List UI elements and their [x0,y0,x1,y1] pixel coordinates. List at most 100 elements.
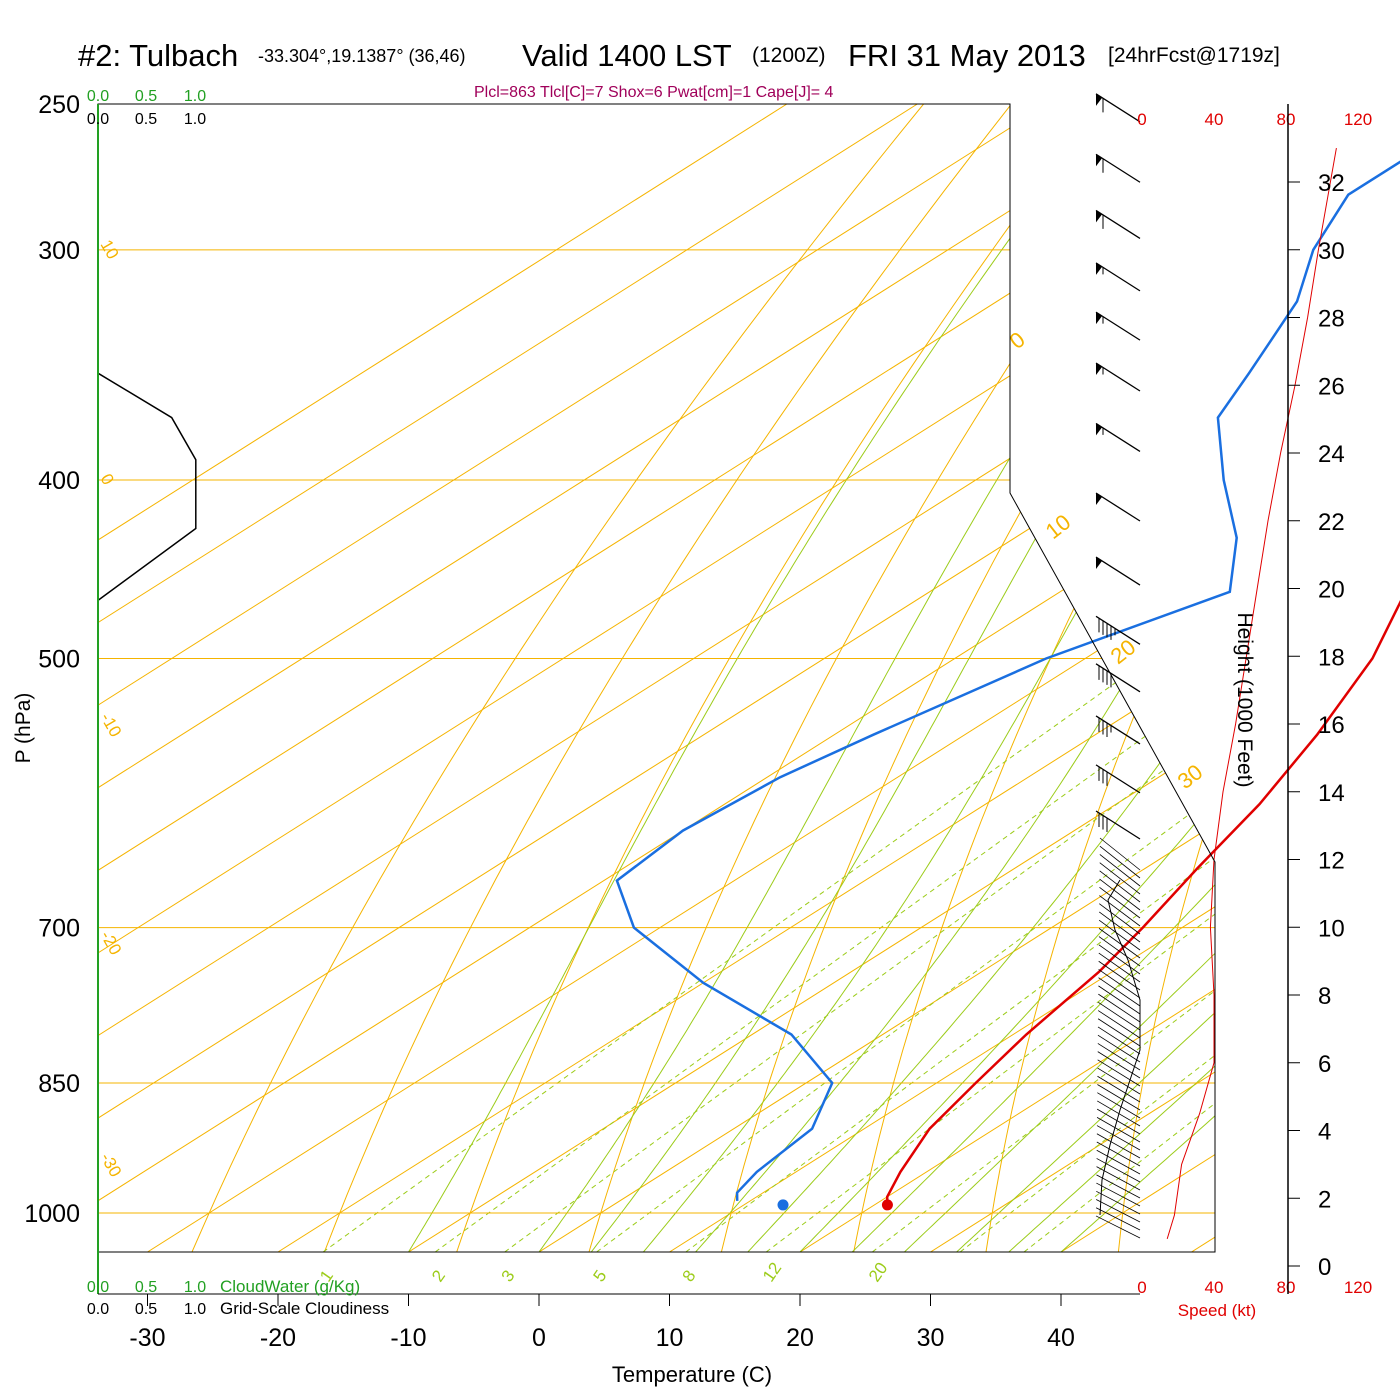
cloudiness-top-tick: 1.0 [184,111,206,128]
cloudiness-top-tick: 0.0 [87,111,109,128]
moist-adiabat-line [1008,104,1215,1252]
isotherm-line [1191,104,1215,1252]
moist-adiabat-line [643,104,1215,1252]
speed-top-tick: 80 [1277,110,1296,129]
cloudiness-bottom-tick: 0.0 [87,1301,109,1318]
dry-adiabat-line [1251,104,1400,1252]
isotherm-line [98,104,1049,1252]
mixing-ratio-line [765,479,1215,1252]
low-wind-barb [1098,985,1141,1015]
low-wind-barb [1099,854,1141,887]
low-wind-barb [1097,1059,1141,1087]
moist-adiabat-line [590,104,1215,1252]
low-wind-barb [1097,1084,1141,1111]
cloudiness-profile-line [97,372,197,602]
low-wind-barb [1098,969,1141,999]
low-wind-barb [1096,1133,1141,1159]
dry-adiabat-line [323,104,1012,1252]
height-tick-label: 10 [1318,915,1345,942]
left-isotherm-label: -30 [97,1150,126,1181]
moist-adiabat-line [695,104,1215,1252]
wind-barb [1095,93,1141,123]
low-wind-barb [1096,1182,1141,1207]
low-wind-barb [1096,1190,1141,1215]
wind-barb [1095,764,1141,794]
left-isotherm-label: 0 [97,471,118,489]
isotherm-line [799,104,1215,1252]
pressure-tick-label: 400 [38,467,80,495]
cloudiness-axis-label: Grid-Scale Cloudiness [220,1299,389,1318]
height-tick-label: 6 [1318,1051,1331,1078]
isotherm-label: 30 [1173,759,1208,794]
cloud-water-bottom-tick: 0.5 [135,1279,157,1296]
mixing-ratio-label: 2 [428,1267,449,1286]
isotherm-line [538,104,1215,1252]
moist-adiabat-line [956,104,1215,1252]
wind-speed-profile-line [1166,148,1337,1240]
low-wind-barb [1096,1141,1141,1167]
wind-barb [1095,492,1141,522]
low-wind-barb [1096,1149,1141,1175]
wind-barb [1095,262,1141,292]
height-axis-label: Height (1000 Feet) [1233,612,1256,787]
isotherm-line [1322,104,1400,1252]
isotherm-line [98,104,1215,1252]
height-tick-label: 24 [1318,441,1345,468]
valid-date: FRI 31 May 2013 [848,38,1086,73]
left-isotherm-label: -20 [97,928,126,959]
low-wind-barb [1096,1174,1141,1199]
isotherm-line [98,104,1215,1252]
x-tick-label: 10 [656,1324,684,1352]
low-wind-barb [1095,1215,1141,1239]
pressure-tick-label: 250 [38,91,80,119]
moist-adiabat-line [904,104,1215,1252]
height-tick-label: 4 [1318,1119,1331,1146]
wind-barb [1095,556,1141,586]
speed-bottom-tick: 80 [1277,1278,1296,1297]
speed-bottom-tick: 120 [1344,1278,1372,1297]
dry-adiabat-line [1117,104,1215,1252]
low-wind-barb [1098,977,1141,1007]
cloud-water-axis-label: CloudWater (g/Kg) [220,1277,360,1296]
speed-top-tick: 120 [1344,110,1372,129]
isotherm-label: 10 [1041,509,1076,544]
isotherm-line [147,104,1215,1252]
height-tick-label: 16 [1318,712,1345,739]
dry-adiabat-line [191,104,924,1252]
surface-dewpoint-marker [777,1199,789,1211]
forecast-label: [24hrFcst@1719z] [1108,44,1280,67]
mixing-ratio-label: 8 [679,1267,700,1286]
low-wind-barb [1097,1067,1141,1095]
isotherm-line [1060,104,1215,1252]
wind-barb [1095,362,1141,392]
height-tick-label: 8 [1318,983,1331,1010]
dry-adiabat-line [985,104,1215,1252]
isotherm-line [669,104,1215,1252]
height-tick-label: 0 [1318,1254,1331,1281]
mixing-ratio-label: 3 [498,1267,519,1286]
x-tick-label: -20 [260,1324,296,1352]
moist-adiabat-line [408,104,1110,1252]
mixing-ratio-label: 12 [759,1259,785,1285]
moist-adiabat-line [1060,104,1215,1252]
clipped-grid [98,104,1400,1252]
wind-barb [1095,715,1141,745]
low-wind-barb [1099,837,1141,871]
pressure-tick-label: 300 [38,237,80,265]
low-wind-barb [1098,960,1141,991]
temperature-profile-line [885,600,1400,1205]
low-wind-barb [1099,862,1141,895]
low-wind-barb [1095,1207,1141,1231]
cloud-water-top-tick: 0.0 [87,88,109,105]
low-wind-barb [1097,1010,1141,1039]
dry-adiabat-line [1383,104,1400,1252]
cloudiness-bottom-tick: 0.5 [135,1301,157,1318]
dewpoint-profile-line [615,160,1400,1201]
data-layer [97,93,1400,1240]
isotherm-label: 0 [1005,327,1030,354]
low-level-wind-barbs [1095,837,1141,1239]
low-wind-barb [1099,878,1141,911]
x-tick-label: 0 [532,1324,546,1352]
